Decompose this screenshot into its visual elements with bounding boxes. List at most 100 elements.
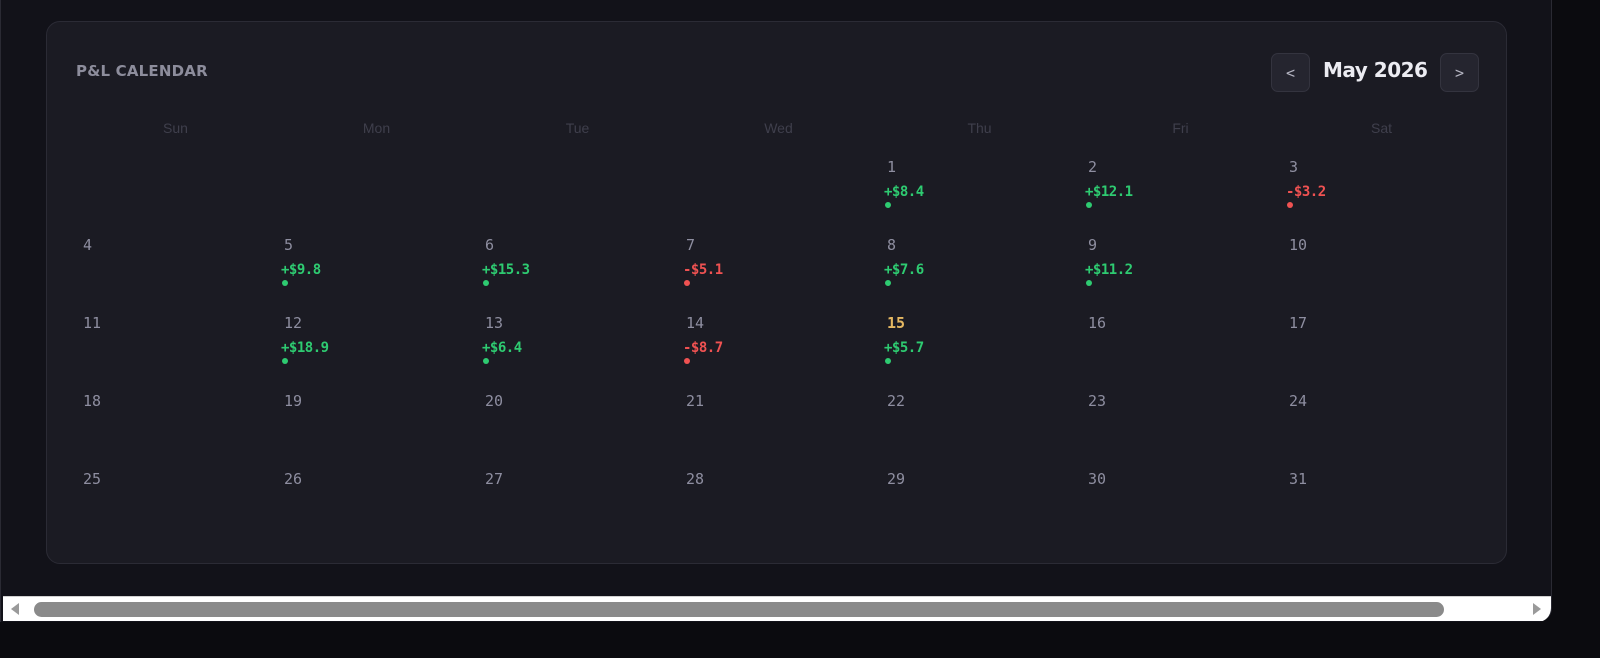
scrollbar-thumb[interactable]: [34, 602, 1444, 617]
day-number: 28: [686, 470, 705, 488]
day-number: 18: [83, 392, 102, 410]
next-month-button[interactable]: >: [1440, 53, 1479, 92]
pnl-indicator-dot: [684, 358, 690, 364]
day-cell-29[interactable]: 29: [879, 464, 1080, 542]
day-cell-13[interactable]: 13 +$6.4: [477, 308, 678, 386]
day-number: 8: [887, 236, 897, 254]
pnl-indicator-dot: [1086, 280, 1092, 286]
day-cell-22[interactable]: 22: [879, 386, 1080, 464]
day-number: 4: [83, 236, 93, 254]
app-window: P&L CALENDAR < May 2026 > Sun Mon Tue We…: [0, 0, 1552, 622]
day-number: 27: [485, 470, 504, 488]
day-cell-17[interactable]: 17: [1281, 308, 1482, 386]
pnl-calendar-card: P&L CALENDAR < May 2026 > Sun Mon Tue We…: [46, 21, 1507, 564]
day-cell-18[interactable]: 18: [75, 386, 276, 464]
pnl-indicator-dot: [282, 358, 288, 364]
day-number: 19: [284, 392, 303, 410]
pnl-value: +$5.7: [884, 340, 924, 356]
chevron-left-icon: <: [1285, 63, 1296, 82]
calendar-title: P&L CALENDAR: [76, 62, 208, 80]
day-number: 10: [1289, 236, 1308, 254]
day-number: 23: [1088, 392, 1107, 410]
pnl-value: +$8.4: [884, 184, 924, 200]
day-number: 29: [887, 470, 906, 488]
pnl-value: +$7.6: [884, 262, 924, 278]
pnl-indicator-dot: [483, 358, 489, 364]
calendar-grid: 1 +$8.4 2 +$12.1 3 -$3.2 4 5 +$9.8 6 +$15.3 7 -$5.1 8…: [75, 152, 1484, 542]
pnl-indicator-dot: [282, 280, 288, 286]
empty-day-cell: [276, 152, 477, 230]
day-number: 3: [1289, 158, 1299, 176]
day-cell-20[interactable]: 20: [477, 386, 678, 464]
day-number: 13: [485, 314, 504, 332]
day-number: 11: [83, 314, 102, 332]
day-number: 24: [1289, 392, 1308, 410]
day-number: 22: [887, 392, 906, 410]
scroll-left-arrow-icon[interactable]: [11, 603, 19, 615]
day-cell-24[interactable]: 24: [1281, 386, 1482, 464]
horizontal-scrollbar[interactable]: [3, 596, 1551, 621]
day-number: 14: [686, 314, 705, 332]
weekday-wed: Wed: [764, 120, 793, 136]
day-cell-16[interactable]: 16: [1080, 308, 1281, 386]
day-cell-3[interactable]: 3 -$3.2: [1281, 152, 1482, 230]
empty-day-cell: [477, 152, 678, 230]
scroll-right-arrow-icon[interactable]: [1533, 603, 1541, 615]
day-number: 1: [887, 158, 897, 176]
day-cell-9[interactable]: 9 +$11.2: [1080, 230, 1281, 308]
pnl-value: +$15.3: [482, 262, 530, 278]
pnl-value: +$11.2: [1085, 262, 1133, 278]
day-number: 2: [1088, 158, 1098, 176]
previous-month-button[interactable]: <: [1271, 53, 1310, 92]
pnl-indicator-dot: [1287, 202, 1293, 208]
day-number: 25: [83, 470, 102, 488]
day-cell-15[interactable]: 15 +$5.7: [879, 308, 1080, 386]
pnl-value: -$5.1: [683, 262, 723, 278]
pnl-value: -$3.2: [1286, 184, 1326, 200]
day-cell-28[interactable]: 28: [678, 464, 879, 542]
day-cell-30[interactable]: 30: [1080, 464, 1281, 542]
day-number: 15: [887, 314, 906, 332]
day-cell-12[interactable]: 12 +$18.9: [276, 308, 477, 386]
weekday-sat: Sat: [1370, 120, 1392, 136]
day-cell-23[interactable]: 23: [1080, 386, 1281, 464]
day-cell-31[interactable]: 31: [1281, 464, 1482, 542]
day-cell-7[interactable]: 7 -$5.1: [678, 230, 879, 308]
day-cell-11[interactable]: 11: [75, 308, 276, 386]
day-cell-2[interactable]: 2 +$12.1: [1080, 152, 1281, 230]
pnl-indicator-dot: [483, 280, 489, 286]
day-cell-10[interactable]: 10: [1281, 230, 1482, 308]
day-number: 6: [485, 236, 495, 254]
day-number: 16: [1088, 314, 1107, 332]
day-cell-21[interactable]: 21: [678, 386, 879, 464]
day-cell-1[interactable]: 1 +$8.4: [879, 152, 1080, 230]
weekday-tue: Tue: [565, 120, 590, 136]
day-number: 7: [686, 236, 696, 254]
empty-day-cell: [75, 152, 276, 230]
day-cell-19[interactable]: 19: [276, 386, 477, 464]
day-number: 30: [1088, 470, 1107, 488]
day-cell-26[interactable]: 26: [276, 464, 477, 542]
day-cell-27[interactable]: 27: [477, 464, 678, 542]
empty-day-cell: [678, 152, 879, 230]
day-number: 12: [284, 314, 303, 332]
pnl-indicator-dot: [684, 280, 690, 286]
day-number: 26: [284, 470, 303, 488]
chevron-right-icon: >: [1454, 63, 1465, 82]
day-cell-8[interactable]: 8 +$7.6: [879, 230, 1080, 308]
pnl-value: +$9.8: [281, 262, 321, 278]
pnl-value: +$18.9: [281, 340, 329, 356]
day-cell-6[interactable]: 6 +$15.3: [477, 230, 678, 308]
day-number: 5: [284, 236, 294, 254]
month-label: May 2026: [1323, 58, 1428, 82]
day-number: 17: [1289, 314, 1308, 332]
day-number: 31: [1289, 470, 1308, 488]
weekday-mon: Mon: [362, 120, 391, 136]
day-cell-4[interactable]: 4: [75, 230, 276, 308]
day-cell-25[interactable]: 25: [75, 464, 276, 542]
day-cell-5[interactable]: 5 +$9.8: [276, 230, 477, 308]
day-cell-14[interactable]: 14 -$8.7: [678, 308, 879, 386]
weekday-fri: Fri: [1172, 120, 1189, 136]
pnl-indicator-dot: [885, 358, 891, 364]
pnl-value: -$8.7: [683, 340, 723, 356]
